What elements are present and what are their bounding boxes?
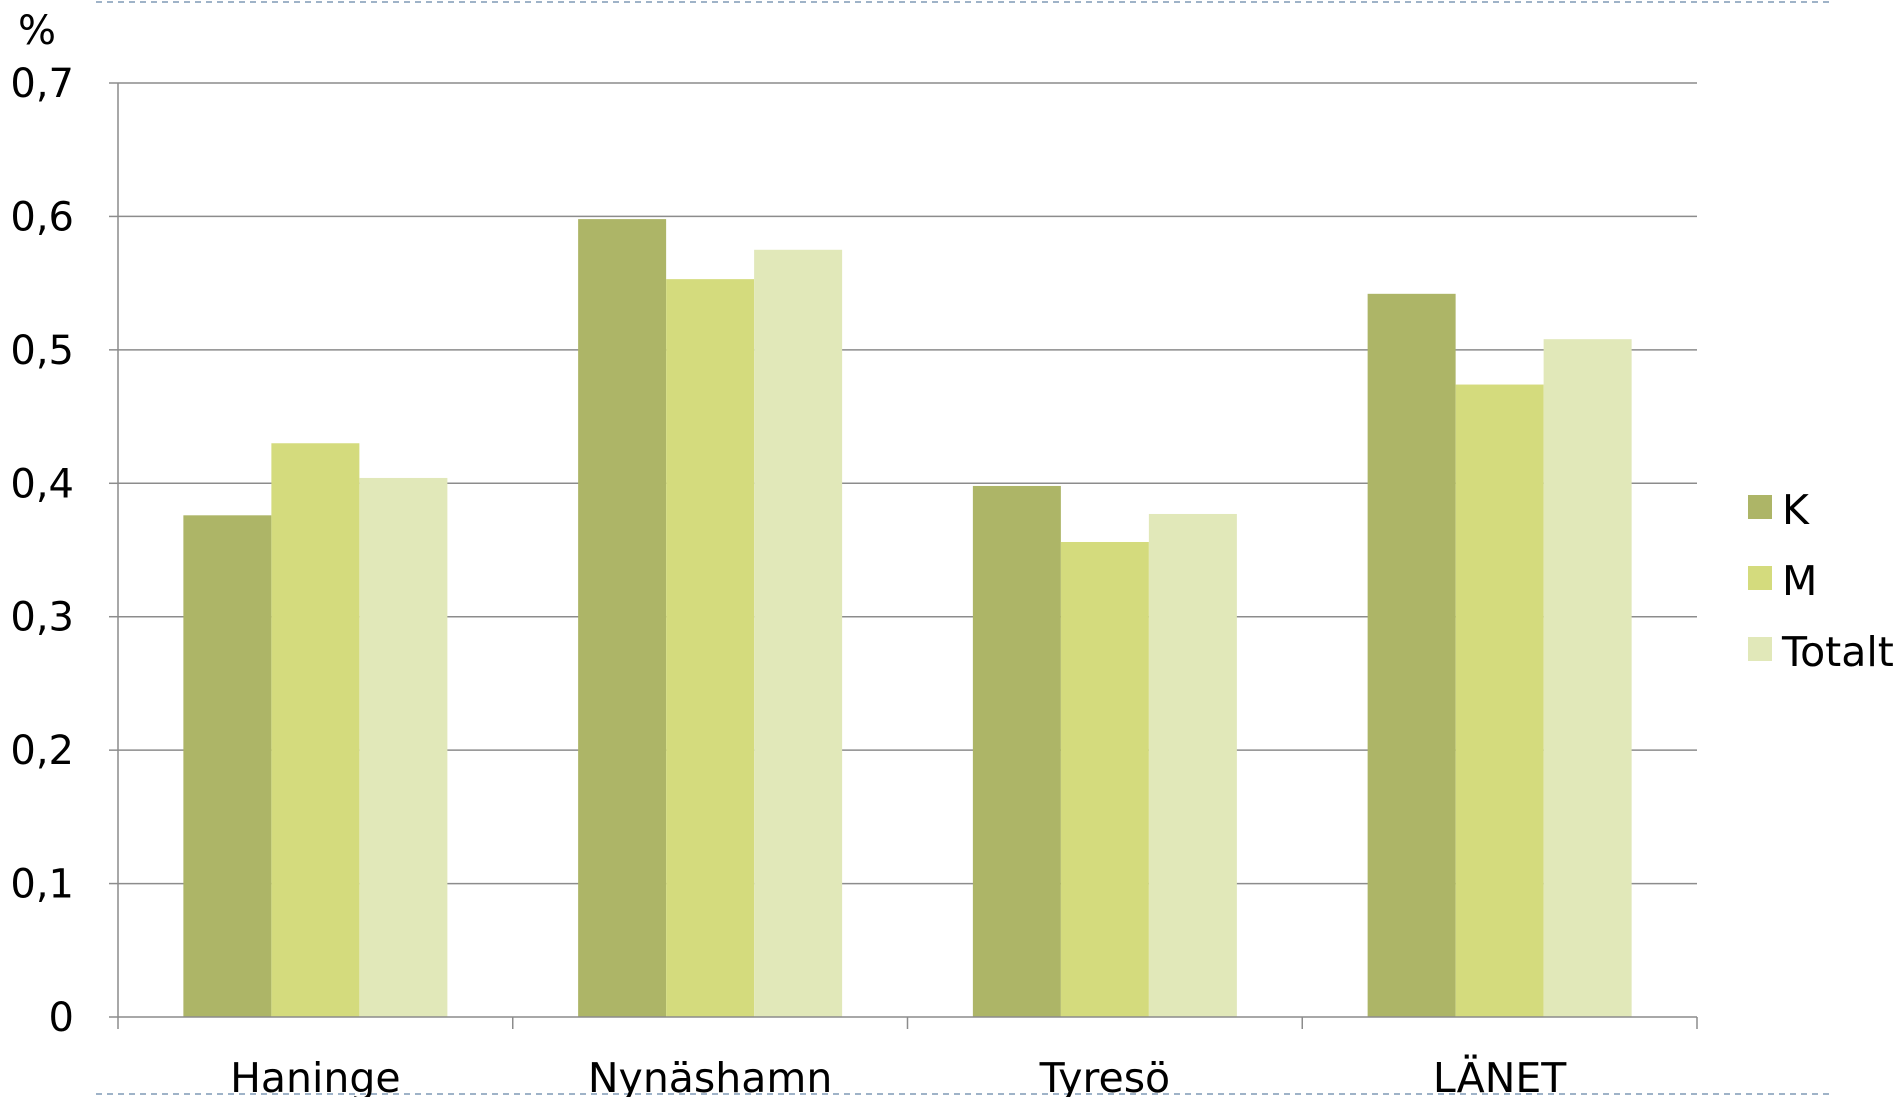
- y-tick-label: 0,3: [10, 595, 74, 641]
- legend-label-totalt: Totalt: [1781, 628, 1894, 676]
- bar-k-0: [183, 515, 272, 1017]
- x-tick-label: Haninge: [230, 1054, 401, 1097]
- bar-m-0: [271, 443, 360, 1017]
- y-tick-label: 0,1: [10, 862, 74, 908]
- bar-k-3: [1367, 293, 1456, 1017]
- legend-label-m: M: [1782, 557, 1817, 605]
- y-tick-label: 0,7: [10, 61, 74, 107]
- y-tick-label: 0,6: [10, 194, 74, 240]
- bar-totalt-2: [1148, 513, 1237, 1017]
- y-tick-label: 0,4: [10, 461, 74, 507]
- y-tick-label: 0,5: [10, 328, 74, 374]
- bar-m-1: [666, 279, 755, 1017]
- bar-m-2: [1060, 541, 1149, 1017]
- bar-totalt-3: [1543, 339, 1632, 1017]
- bar-k-1: [578, 219, 667, 1017]
- axes: [117, 83, 1698, 1029]
- x-tick-label: Nynäshamn: [588, 1054, 832, 1097]
- legend: KM Totalt: [1748, 486, 1894, 676]
- x-tick-label: LÄNET: [1433, 1054, 1567, 1097]
- bars: [183, 219, 1632, 1018]
- y-axis-ticks: 0 0,1 0,2 0,3 0,4 0,5 0,6 0,7: [10, 61, 118, 1041]
- legend-swatch-totalt: [1748, 637, 1772, 661]
- y-axis-unit-label: %: [18, 8, 56, 54]
- bar-k-2: [972, 485, 1061, 1017]
- x-tick-label: Tyresö: [1039, 1054, 1171, 1097]
- x-axis-labels: Haninge Nynäshamn Tyresö LÄNET: [230, 1054, 1567, 1097]
- legend-swatch-m: [1748, 566, 1772, 590]
- y-tick-label: 0,2: [10, 728, 74, 774]
- bar-totalt-1: [754, 249, 843, 1018]
- bar-totalt-0: [359, 477, 448, 1017]
- y-tick-label: 0: [49, 995, 74, 1041]
- bar-m-3: [1455, 384, 1544, 1017]
- legend-swatch-k: [1748, 495, 1772, 519]
- legend-label-k: K: [1782, 486, 1810, 534]
